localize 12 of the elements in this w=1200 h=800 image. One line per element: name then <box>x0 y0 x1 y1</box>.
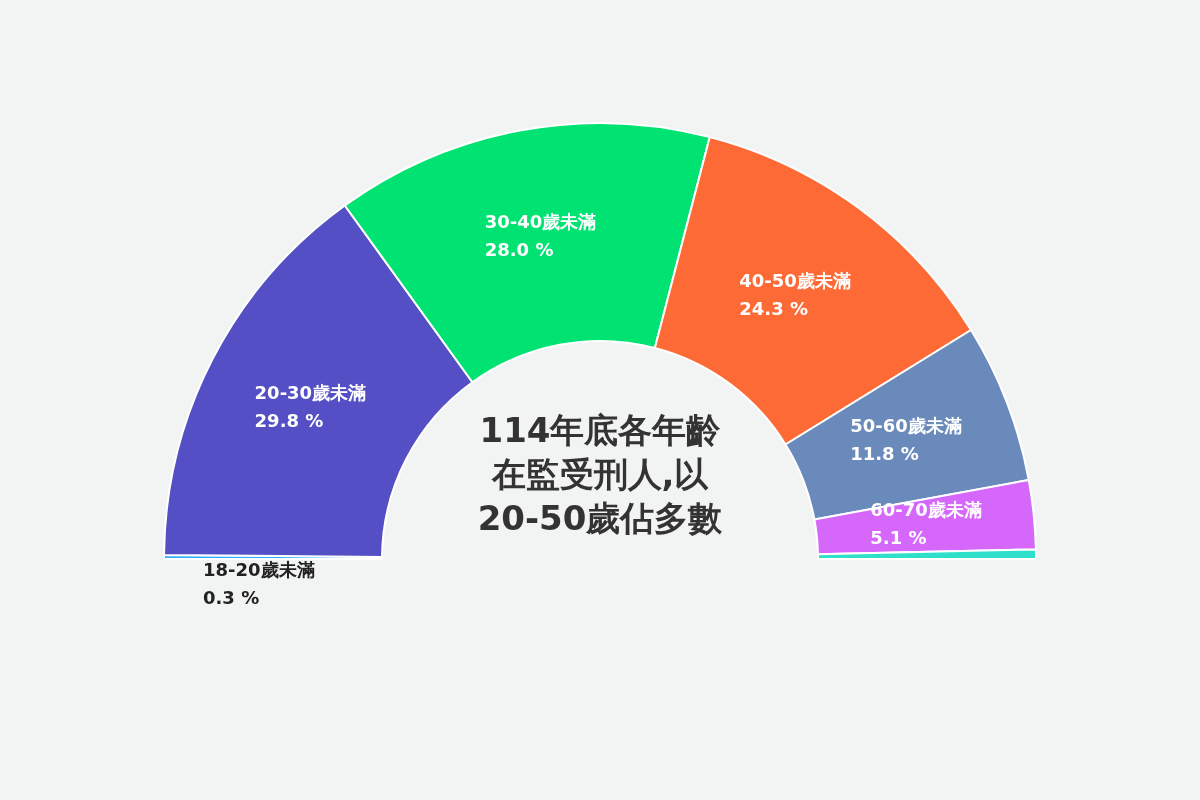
slice-label: 18-20歲未滿 <box>203 559 315 581</box>
data-label: 5.1 % <box>870 527 927 549</box>
text: 114年底各年齡在監受刑人,以20-50歲佔多數 <box>476 409 724 540</box>
data-label: 11.8 % <box>850 443 919 465</box>
data-label: 29.8 % <box>254 410 324 432</box>
slice-label: 40-50歲未滿 <box>739 269 851 291</box>
data-label: 24.3 % <box>739 297 808 319</box>
slice-label: 30-40歲未滿 <box>484 211 597 233</box>
slice-label: 20-30歲未滿 <box>254 382 367 404</box>
data-label: 0.3 % <box>203 587 260 609</box>
data-label: 28.0 % <box>484 239 554 261</box>
slice-label: 50-60歲未滿 <box>850 415 962 437</box>
